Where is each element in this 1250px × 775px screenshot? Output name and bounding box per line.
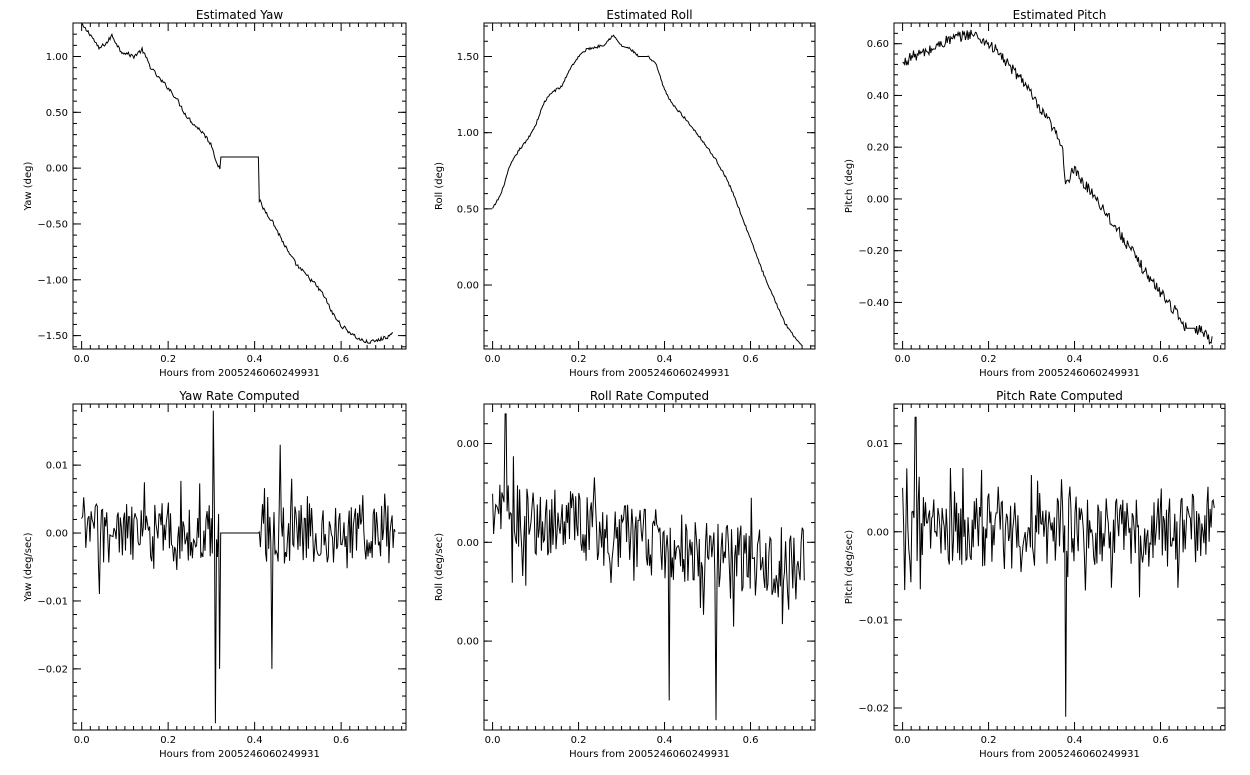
chart-panel-1: Estimated Yaw Hours from 2005246060249931… bbox=[23, 8, 407, 379]
y-tick-label: −0.02 bbox=[858, 703, 889, 714]
chart-title: Estimated Roll bbox=[606, 8, 692, 22]
chart-panel-6: Pitch Rate Computed Hours from 2005246060… bbox=[844, 389, 1226, 760]
plot-frame bbox=[893, 22, 1226, 350]
y-tick-label: −0.01 bbox=[37, 596, 68, 607]
x-tick-label: 0.4 bbox=[247, 735, 263, 746]
plot-frame bbox=[483, 403, 816, 731]
plot-frame bbox=[483, 22, 816, 350]
y-tick-label: 1.50 bbox=[457, 52, 479, 63]
y-tick-label: 0.60 bbox=[867, 39, 889, 50]
y-tick-label: 0.00 bbox=[46, 164, 68, 175]
chart-panel-4: Yaw Rate Computed Hours from 200524606024… bbox=[23, 389, 407, 760]
plot-frame bbox=[72, 403, 407, 731]
y-tick-label: −1.00 bbox=[37, 275, 68, 286]
series-line bbox=[492, 34, 803, 347]
plot-frame bbox=[72, 22, 407, 350]
y-axis-label: Yaw (deg/sec) bbox=[23, 532, 34, 602]
chart-title: Yaw Rate Computed bbox=[178, 389, 299, 403]
x-tick-label: 0.0 bbox=[74, 354, 90, 365]
chart-title: Estimated Yaw bbox=[196, 8, 283, 22]
y-tick-label: 0.01 bbox=[867, 439, 889, 450]
y-tick-label: 0.00 bbox=[457, 281, 479, 292]
y-tick-label: −1.50 bbox=[37, 331, 68, 342]
x-tick-label: 0.2 bbox=[981, 735, 997, 746]
y-tick-label: 0.40 bbox=[867, 91, 889, 102]
y-tick-label: 0.00 bbox=[867, 527, 889, 538]
chart-panel-3: Estimated Pitch Hours from 20052460602499… bbox=[844, 8, 1226, 379]
series-line bbox=[81, 23, 394, 345]
chart-panel-5: Roll Rate Computed Hours from 20052460602… bbox=[434, 389, 816, 760]
x-tick-label: 0.4 bbox=[247, 354, 263, 365]
chart-title: Pitch Rate Computed bbox=[996, 389, 1123, 403]
x-tick-label: 0.4 bbox=[1067, 735, 1083, 746]
y-axis-label: Pitch (deg) bbox=[844, 159, 855, 213]
y-tick-label: 0.00 bbox=[867, 194, 889, 205]
chart-panel-2: Estimated Roll Hours from 200524606024993… bbox=[434, 8, 816, 379]
series-line bbox=[902, 29, 1213, 346]
y-tick-label: −0.40 bbox=[858, 298, 889, 309]
x-axis-label: Hours from 2005246060249931 bbox=[159, 749, 320, 760]
x-tick-label: 0.2 bbox=[160, 735, 176, 746]
x-tick-label: 0.4 bbox=[1067, 354, 1083, 365]
y-axis-label: Roll (deg/sec) bbox=[434, 533, 445, 601]
y-axis-label: Roll (deg) bbox=[434, 162, 445, 210]
y-tick-label: −0.20 bbox=[858, 246, 889, 257]
y-tick-label: 0.50 bbox=[457, 204, 479, 215]
x-axis-label: Hours from 2005246060249931 bbox=[159, 368, 320, 379]
x-tick-label: 0.0 bbox=[485, 354, 501, 365]
y-tick-label: −0.50 bbox=[37, 219, 68, 230]
plot-frame bbox=[893, 403, 1226, 731]
y-tick-label: −0.01 bbox=[858, 615, 889, 626]
y-tick-label: 0.00 bbox=[457, 439, 479, 450]
series-line bbox=[492, 413, 805, 721]
x-tick-label: 0.6 bbox=[743, 354, 759, 365]
y-tick-label: 0.01 bbox=[46, 461, 68, 472]
y-tick-label: 1.00 bbox=[46, 52, 68, 63]
x-tick-label: 0.2 bbox=[160, 354, 176, 365]
x-tick-label: 0.6 bbox=[1153, 354, 1169, 365]
y-axis-label: Yaw (deg) bbox=[23, 161, 34, 211]
x-tick-label: 0.6 bbox=[1153, 735, 1169, 746]
x-tick-label: 0.0 bbox=[74, 735, 90, 746]
y-tick-label: −0.02 bbox=[37, 664, 68, 675]
series-line bbox=[81, 410, 396, 724]
x-axis-label: Hours from 2005246060249931 bbox=[979, 749, 1140, 760]
x-tick-label: 0.2 bbox=[981, 354, 997, 365]
x-tick-label: 0.0 bbox=[895, 735, 911, 746]
x-tick-label: 0.4 bbox=[657, 735, 673, 746]
x-tick-label: 0.2 bbox=[571, 735, 587, 746]
y-tick-label: 0.00 bbox=[457, 637, 479, 648]
x-axis-label: Hours from 2005246060249931 bbox=[569, 368, 730, 379]
x-axis-label: Hours from 2005246060249931 bbox=[569, 749, 730, 760]
y-tick-label: 0.50 bbox=[46, 108, 68, 119]
chart-title: Estimated Pitch bbox=[1013, 8, 1107, 22]
x-tick-label: 0.4 bbox=[657, 354, 673, 365]
chart-title: Roll Rate Computed bbox=[590, 389, 709, 403]
x-tick-label: 0.2 bbox=[571, 354, 587, 365]
x-axis-label: Hours from 2005246060249931 bbox=[979, 368, 1140, 379]
x-tick-label: 0.0 bbox=[485, 735, 501, 746]
x-tick-label: 0.0 bbox=[895, 354, 911, 365]
x-tick-label: 0.6 bbox=[333, 735, 349, 746]
y-tick-label: 1.00 bbox=[457, 128, 479, 139]
y-tick-label: 0.00 bbox=[46, 529, 68, 540]
x-tick-label: 0.6 bbox=[333, 354, 349, 365]
series-line bbox=[902, 416, 1215, 717]
y-tick-label: 0.20 bbox=[867, 143, 889, 154]
y-tick-label: 0.00 bbox=[457, 538, 479, 549]
y-axis-label: Pitch (deg/sec) bbox=[844, 530, 855, 605]
x-tick-label: 0.6 bbox=[743, 735, 759, 746]
